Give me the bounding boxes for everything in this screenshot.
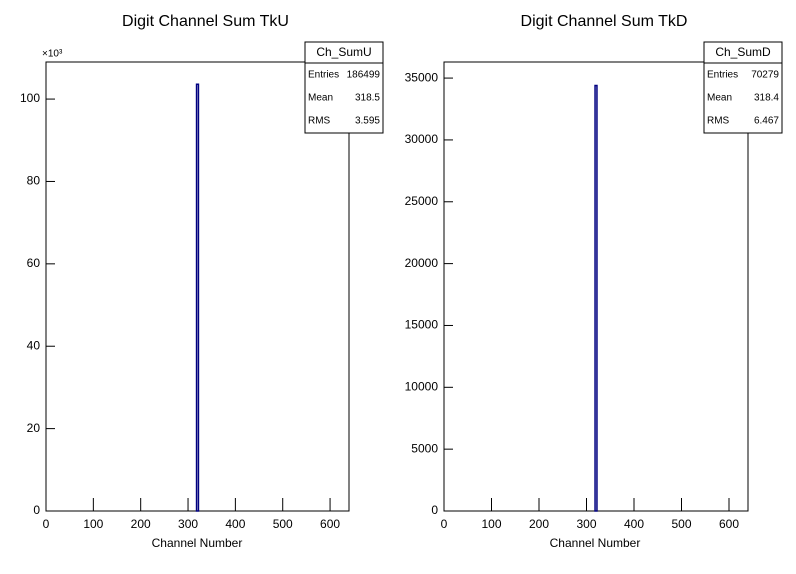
x-tick-label: 100 <box>481 517 501 531</box>
stats-label: RMS <box>707 116 730 127</box>
stats-box <box>304 41 384 134</box>
y-tick-label: 0 <box>33 503 40 517</box>
x-axis-label: Channel Number <box>550 536 641 550</box>
x-tick-label: 600 <box>719 517 739 531</box>
y-tick-label: 20 <box>27 421 41 435</box>
x-tick-label: 400 <box>225 517 245 531</box>
y-tick-label: 30000 <box>405 132 439 146</box>
stats-value: 318.4 <box>754 93 779 104</box>
x-tick-label: 300 <box>178 517 198 531</box>
x-tick-label: 300 <box>576 517 596 531</box>
stats-label: Entries <box>308 70 339 81</box>
frame <box>443 61 749 512</box>
y-tick-label: 15000 <box>405 318 439 332</box>
y-tick-label: 35000 <box>405 70 439 84</box>
histogram-bar <box>594 84 598 512</box>
x-tick-label: 500 <box>273 517 293 531</box>
histogram-bar <box>195 83 200 512</box>
stats-box <box>703 41 783 134</box>
y-tick-label: 100 <box>20 91 40 105</box>
stats-title: Ch_SumD <box>715 45 771 59</box>
y-tick-label: 40 <box>27 338 41 352</box>
x-axis-label: Channel Number <box>152 536 243 550</box>
x-tick-label: 400 <box>624 517 644 531</box>
y-tick-label: 0 <box>431 503 438 517</box>
stats-value: 3.595 <box>355 116 380 127</box>
x-tick-label: 200 <box>529 517 549 531</box>
stats-value: 186499 <box>347 70 381 81</box>
stats-label: Entries <box>707 70 738 81</box>
y-tick-label: 60 <box>27 256 41 270</box>
y-tick-label: 80 <box>27 174 41 188</box>
stats-title: Ch_SumU <box>316 45 371 59</box>
chart-title: Digit Channel Sum TkD <box>521 13 688 30</box>
stats-value: 6.467 <box>754 116 779 127</box>
x-tick-label: 0 <box>441 517 448 531</box>
y-tick-label: 5000 <box>411 441 438 455</box>
y-tick-label: 20000 <box>405 256 439 270</box>
y-multiplier: ×10³ <box>42 49 63 60</box>
chart-title: Digit Channel Sum TkU <box>122 13 289 30</box>
y-tick-label: 10000 <box>405 379 439 393</box>
stats-label: RMS <box>308 116 331 127</box>
x-tick-label: 200 <box>131 517 151 531</box>
x-tick-label: 600 <box>320 517 340 531</box>
stats-value: 70279 <box>751 70 779 81</box>
stats-label: Mean <box>308 93 333 104</box>
x-tick-label: 100 <box>83 517 103 531</box>
stats-value: 318.5 <box>355 93 380 104</box>
x-tick-label: 500 <box>671 517 691 531</box>
x-tick-label: 0 <box>43 517 50 531</box>
y-tick-label: 25000 <box>405 194 439 208</box>
frame <box>45 61 350 512</box>
stats-label: Mean <box>707 93 732 104</box>
